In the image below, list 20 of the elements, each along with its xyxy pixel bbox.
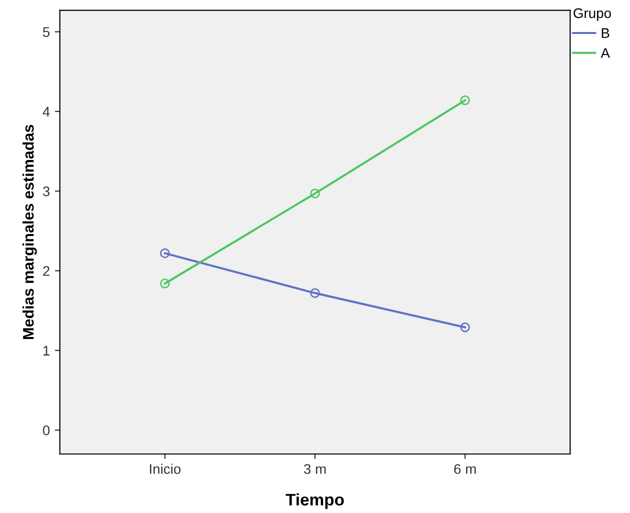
point (460, 322, 470, 332)
x-tick-label: Inicio (150, 464, 181, 474)
x-tick-label: 6 m (454, 464, 476, 474)
point (310, 288, 320, 298)
y-tick-label: 1 (43, 346, 50, 356)
y-axis-title: Medias marginales estimadas (22, 124, 37, 339)
point (160, 248, 170, 258)
point (160, 278, 170, 288)
y-tick-label: 2 (43, 266, 50, 276)
y-tick-label: 5 (42, 27, 50, 37)
y-tick-label: 3 (42, 186, 50, 196)
point (460, 95, 470, 106)
y-tick-label: 4 (42, 106, 50, 116)
legend-label: A (600, 48, 610, 58)
point (310, 188, 320, 198)
x-tick-label: 3 m (304, 464, 326, 474)
legend-title: Grupo (574, 8, 611, 21)
legend-label: B (602, 28, 610, 38)
x-axis-title: Tiempo (286, 493, 344, 509)
y-tick-label: 0 (42, 425, 50, 436)
